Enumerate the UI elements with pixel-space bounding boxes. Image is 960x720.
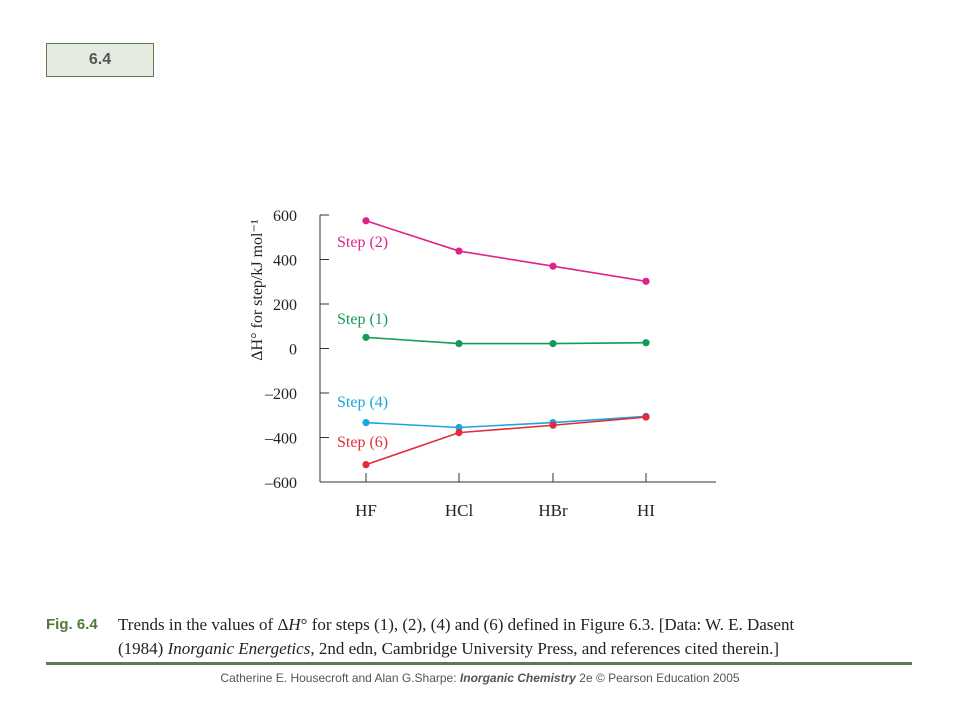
data-point xyxy=(455,423,463,432)
series-line xyxy=(365,416,647,466)
series-label: Step (2) xyxy=(337,234,388,251)
y-tick-label: 200 xyxy=(273,297,297,314)
series-line xyxy=(365,336,647,345)
series-step-4: Step (4) xyxy=(337,394,650,432)
data-point xyxy=(455,340,463,348)
y-tick-labels: 600 400 200 0 –200 –400 –600 xyxy=(264,208,297,492)
data-point xyxy=(642,413,650,421)
series-label: Step (1) xyxy=(337,311,388,328)
data-point xyxy=(549,262,557,270)
data-point xyxy=(549,421,557,429)
y-tick-label: 400 xyxy=(273,253,297,270)
footer-divider xyxy=(46,662,912,665)
data-point xyxy=(362,217,370,225)
series-group: Step (2) Step (1) Step (4) Step (6) xyxy=(337,217,650,469)
x-tick-label: HI xyxy=(637,501,655,520)
series-line xyxy=(365,220,647,283)
plot-axes xyxy=(319,214,716,483)
y-tick-label: 0 xyxy=(289,342,297,359)
series-label: Step (4) xyxy=(337,394,388,411)
series-step-6: Step (6) xyxy=(337,413,650,469)
figure-label: Fig. 6.4 xyxy=(46,616,98,633)
data-point xyxy=(362,418,370,427)
y-axis-label: ΔH° for step/kJ mol⁻¹ xyxy=(249,219,266,361)
x-tick-label: HF xyxy=(355,501,377,520)
data-point xyxy=(642,339,650,347)
caption-line-2: (1984) Inorganic Energetics, 2nd edn, Ca… xyxy=(118,639,780,658)
data-point xyxy=(642,277,650,285)
y-tick-label: 600 xyxy=(273,208,297,225)
data-point xyxy=(455,429,463,437)
x-tick-label: HBr xyxy=(538,501,568,520)
series-line xyxy=(365,415,647,429)
data-point xyxy=(455,247,463,255)
data-point xyxy=(362,461,370,469)
footer-credit: Catherine E. Housecroft and Alan G.Sharp… xyxy=(220,671,740,685)
slide-number-badge: 6.4 xyxy=(46,43,154,77)
y-tick-label: –600 xyxy=(264,475,297,492)
series-step-2: Step (2) xyxy=(337,217,650,285)
series-step-1: Step (1) xyxy=(337,311,650,348)
data-point xyxy=(362,333,370,341)
data-point xyxy=(549,340,557,348)
y-tick-label: –400 xyxy=(264,431,297,448)
x-tick-labels: HF HCl HBr HI xyxy=(355,501,655,520)
series-label: Step (6) xyxy=(337,434,388,451)
x-tick-label: HCl xyxy=(445,501,474,520)
y-tick-label: –200 xyxy=(264,386,297,403)
caption-line-1: Trends in the values of ΔH° for steps (1… xyxy=(118,615,795,634)
